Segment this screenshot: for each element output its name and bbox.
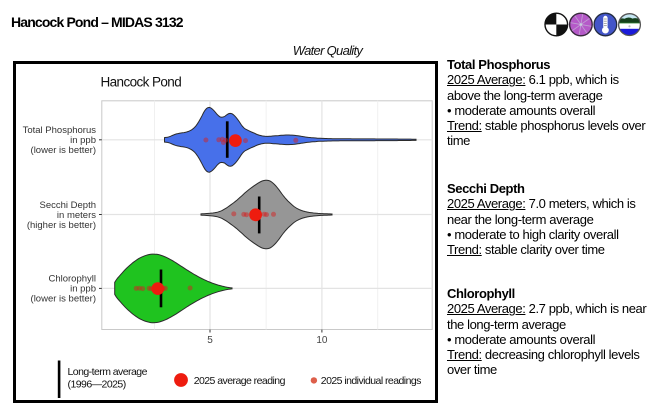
svg-text:(higher is better): (higher is better): [27, 220, 96, 231]
svg-text:10: 10: [316, 335, 328, 346]
svg-text:in ppb: in ppb: [70, 135, 96, 146]
svg-text:in meters: in meters: [57, 210, 96, 221]
svg-text:2025 average reading: 2025 average reading: [194, 375, 286, 387]
svg-text:2025 individual readings: 2025 individual readings: [321, 375, 421, 387]
svg-text:(lower is better): (lower is better): [31, 294, 96, 305]
svg-text:in ppb: in ppb: [70, 284, 96, 295]
svg-text:5: 5: [207, 335, 213, 346]
svg-text:(lower is better): (lower is better): [31, 145, 96, 156]
svg-text:Secchi Depth: Secchi Depth: [39, 200, 96, 211]
svg-text:(1996—2025): (1996—2025): [68, 379, 126, 391]
svg-text:Total Phosphorus: Total Phosphorus: [23, 125, 97, 136]
svg-text:Long-term average: Long-term average: [68, 366, 148, 378]
svg-text:Hancock Pond: Hancock Pond: [101, 75, 182, 90]
svg-text:Chlorophyll: Chlorophyll: [48, 274, 96, 285]
